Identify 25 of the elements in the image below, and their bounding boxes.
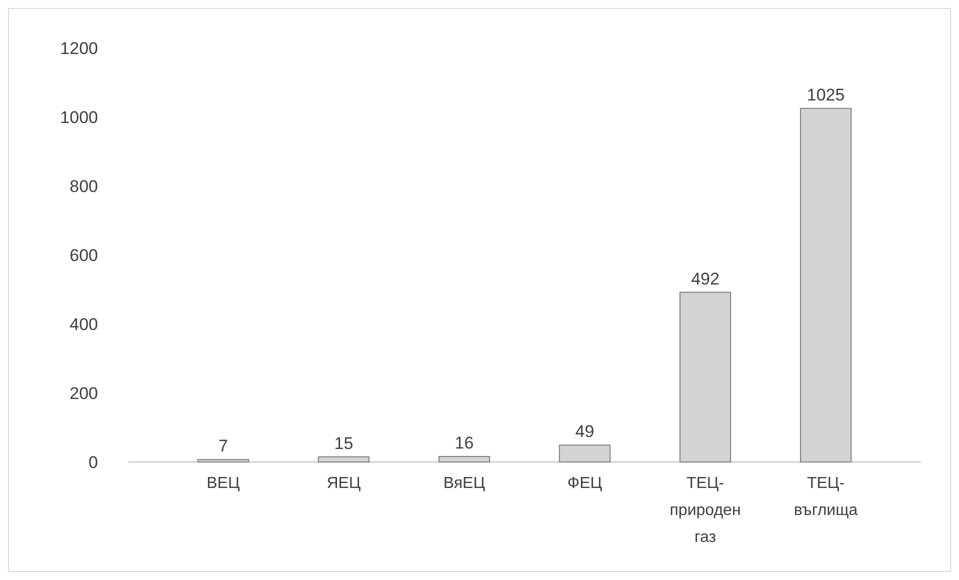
y-tick-label: 1000	[60, 108, 98, 127]
data-label: 49	[575, 422, 594, 442]
data-label: 492	[691, 269, 720, 288]
bar	[558, 444, 611, 462]
bar	[438, 456, 490, 462]
x-tick-label: ВЕЦ	[206, 475, 240, 492]
x-tick-label: ФЕЦ	[567, 475, 602, 492]
x-tick-label: ВяЕЦ	[443, 475, 486, 492]
y-tick-label: 600	[70, 246, 98, 265]
data-label: 16	[454, 433, 474, 452]
data-label: 15	[334, 434, 354, 453]
x-tick-label: ТЕЦ-въглища	[794, 475, 858, 519]
bar	[679, 292, 732, 462]
y-tick-label: 800	[70, 176, 98, 196]
x-tick-label: ТЕЦ-природен газ	[670, 475, 741, 546]
bar	[318, 456, 370, 462]
y-tick-label: 0	[88, 452, 98, 472]
data-label: 7	[218, 436, 228, 456]
bar	[800, 108, 852, 462]
data-label: 1025	[806, 85, 845, 104]
y-tick-label: 1200	[60, 38, 98, 58]
bar	[197, 459, 250, 462]
y-tick-label: 200	[70, 384, 98, 403]
y-tick-label: 400	[70, 314, 98, 334]
x-tick-label: ЯЕЦ	[326, 475, 361, 492]
